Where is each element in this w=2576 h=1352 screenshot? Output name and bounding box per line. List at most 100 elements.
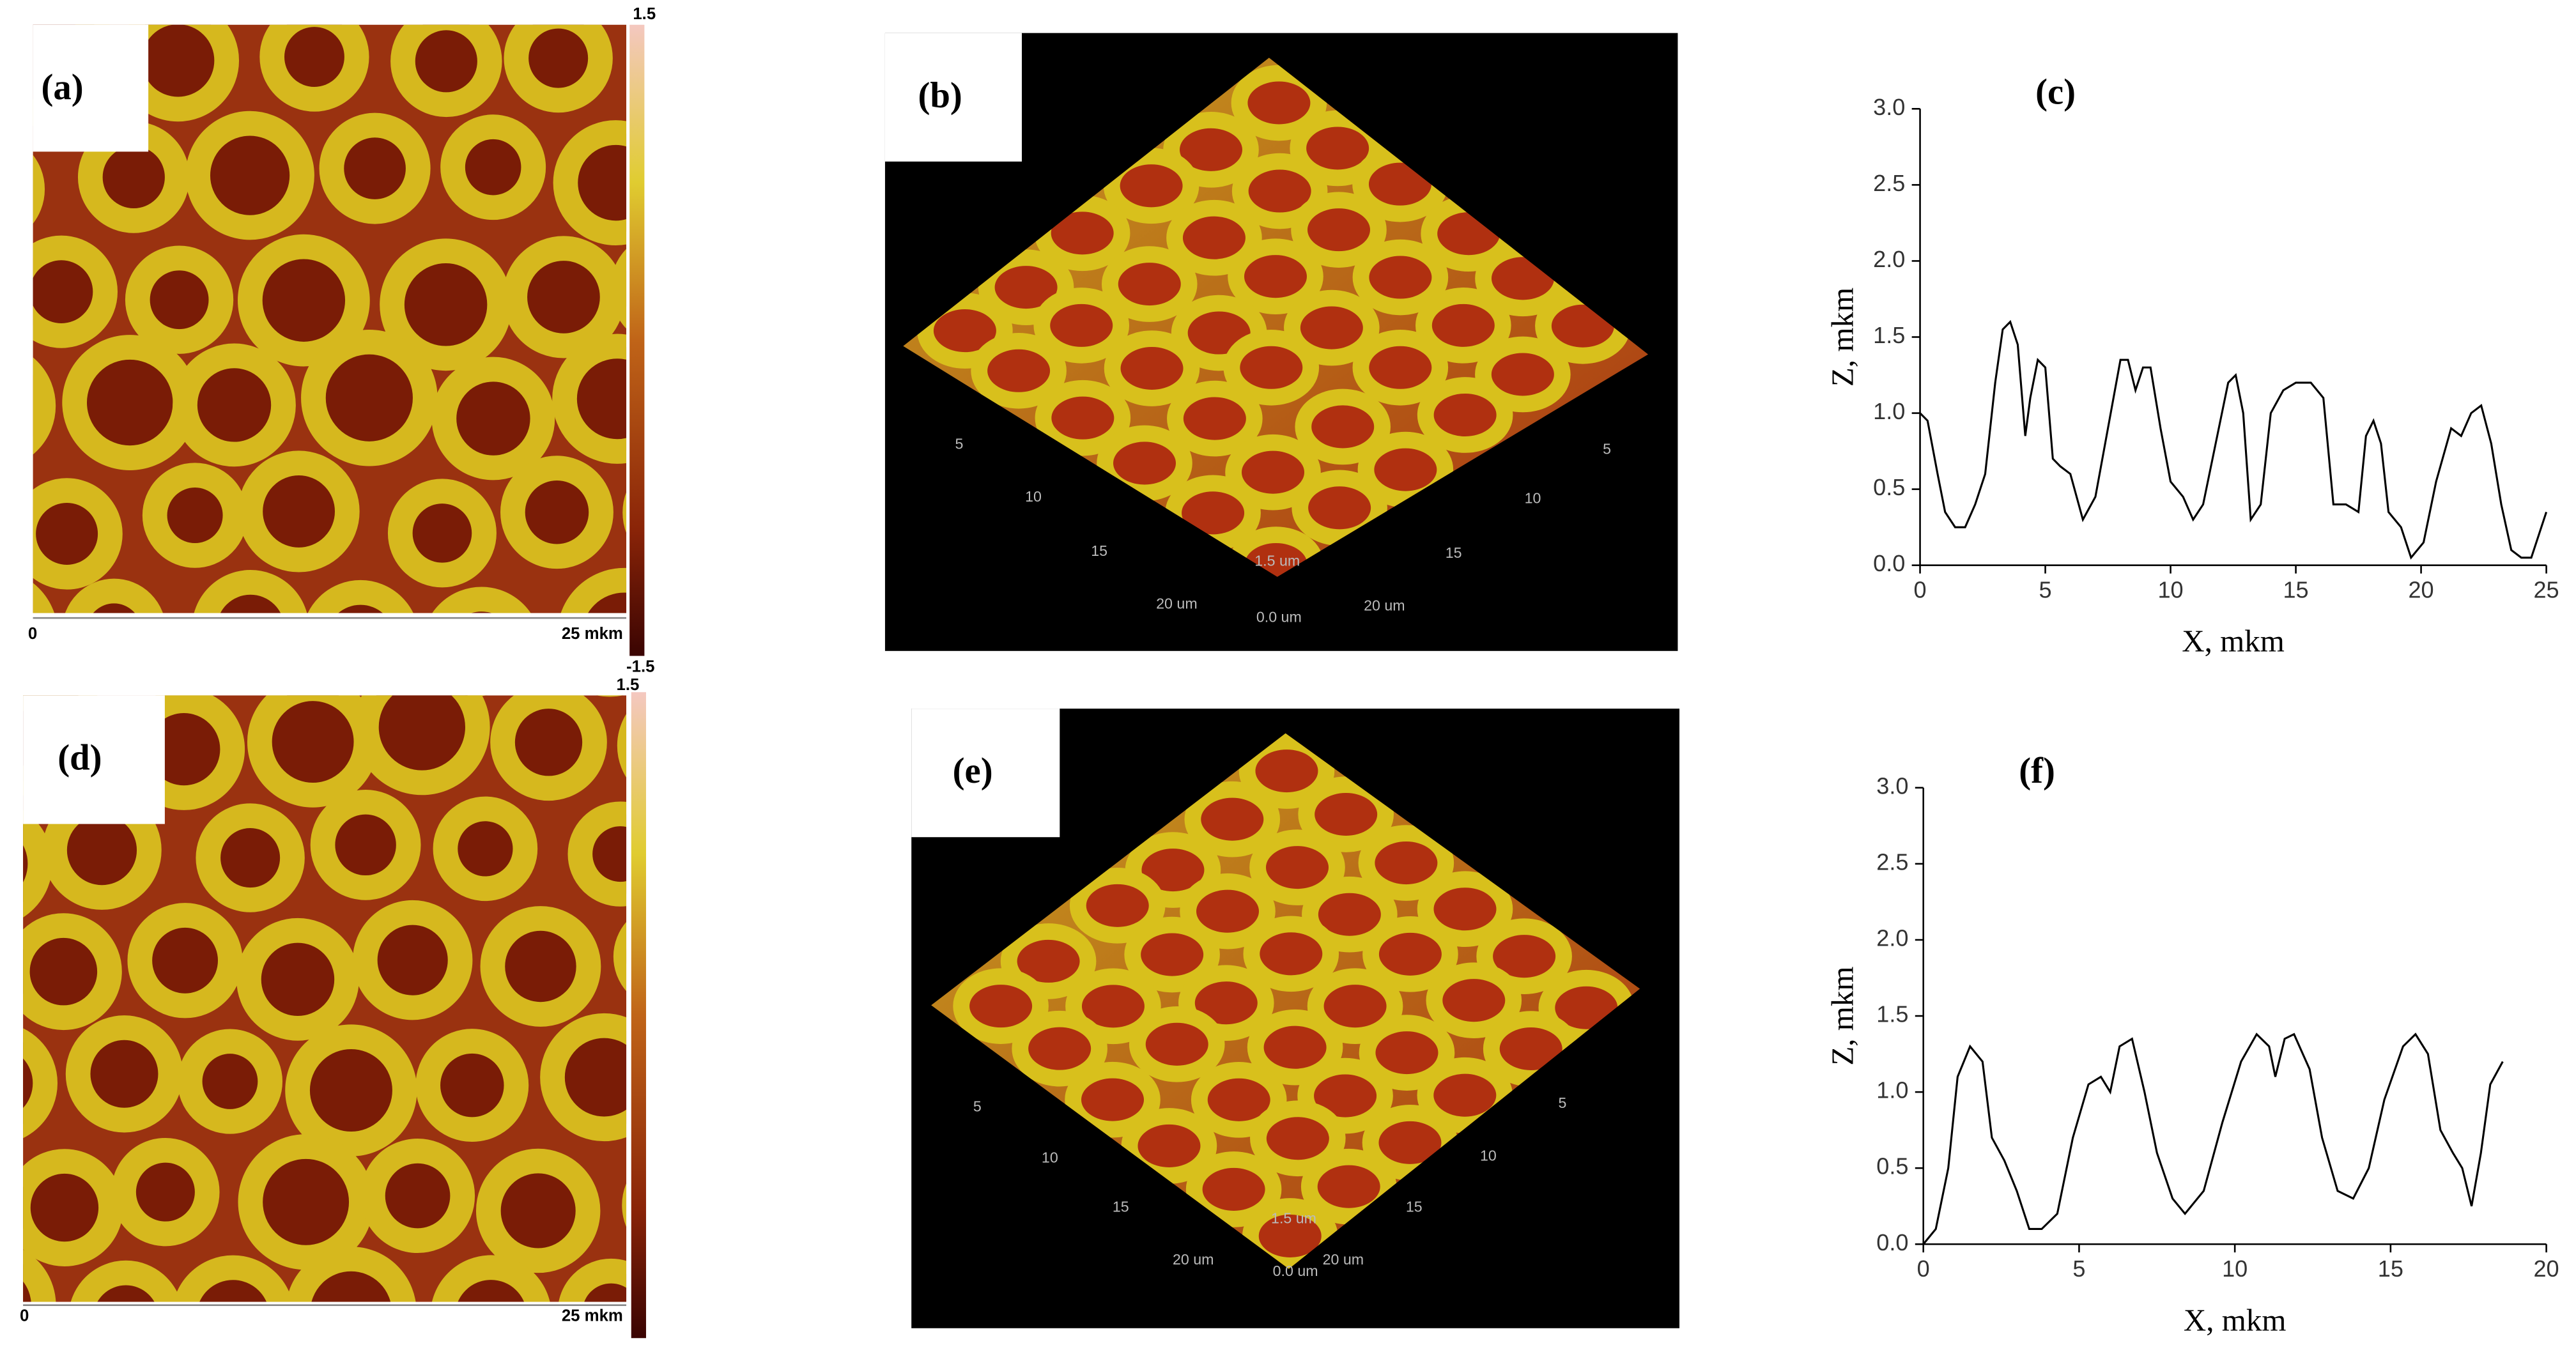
cell-ring <box>1415 288 1511 364</box>
cell-ring <box>1069 868 1166 944</box>
axis-3d-label: 5 <box>1603 440 1611 457</box>
cell-ring <box>1104 330 1200 406</box>
cell-ring <box>177 1029 283 1134</box>
cell-ring <box>1065 968 1161 1045</box>
cell-ring <box>238 234 370 367</box>
cell-ring <box>65 578 163 613</box>
cell-ring <box>125 245 234 354</box>
cell-ring <box>194 570 307 613</box>
profile-line <box>1919 319 2548 560</box>
cell-ring <box>33 235 118 348</box>
cell-ring <box>610 249 627 328</box>
cell-ring <box>1291 192 1387 268</box>
cell-ring <box>622 492 627 534</box>
cell-ring <box>238 450 360 572</box>
y-tick-label: 2.5 <box>1873 170 1905 196</box>
cell-ring <box>360 1139 475 1254</box>
cell-ring <box>127 903 243 1018</box>
y-tick-label: 1.0 <box>1873 398 1905 424</box>
x-tick-label: 5 <box>2039 576 2052 603</box>
axis-3d-label: 15 <box>1113 1199 1129 1215</box>
axis-3d-label: 10 <box>1480 1148 1497 1164</box>
cell-ring <box>33 155 45 224</box>
axis-3d-label: 5 <box>955 436 964 452</box>
cell-ring <box>1228 238 1323 315</box>
cell-ring <box>0 569 24 654</box>
cell-ring <box>286 1247 416 1302</box>
cell-ring <box>1250 1100 1346 1177</box>
x-axis-label: X, mkm <box>2182 624 2285 659</box>
cell-ring <box>1243 916 1339 992</box>
cell-ring <box>33 583 55 613</box>
chart-title: (c) <box>2035 72 2076 112</box>
panel-label: (e) <box>953 751 993 791</box>
colorbar <box>629 24 645 656</box>
cell-ring <box>65 0 164 6</box>
y-tick-label: 3.0 <box>1876 772 1908 799</box>
cell-ring <box>552 334 627 464</box>
profile-line <box>1922 1033 2504 1245</box>
y-axis-label: Z, mkm <box>1825 966 1860 1065</box>
cell-ring <box>1231 153 1328 229</box>
cell-ring <box>310 789 421 900</box>
cell-ring <box>1185 1151 1282 1227</box>
x-tick-label: 20 <box>2408 576 2433 603</box>
cell-ring <box>622 1183 627 1227</box>
cell-ring <box>1242 1198 1338 1269</box>
x-axis-label: X, mkm <box>2184 1302 2287 1337</box>
label-box <box>23 695 165 824</box>
cell-ring <box>1223 329 1320 406</box>
cell-ring <box>1129 1006 1225 1082</box>
y-tick-label: 3.0 <box>1873 94 1905 120</box>
y-tick-label: 0.5 <box>1876 1153 1908 1179</box>
axis-3d-label: 5 <box>973 1098 982 1114</box>
cell-ring <box>1191 1061 1287 1138</box>
cell-ring <box>301 329 438 466</box>
colorbar-label: 1.5 <box>633 5 656 23</box>
cell-ring <box>553 120 627 245</box>
y-tick-label: 0.0 <box>1876 1229 1908 1256</box>
cell-ring <box>1359 1015 1455 1091</box>
cell-ring <box>971 332 1067 409</box>
panel-label: (d) <box>58 738 102 778</box>
cell-ring <box>285 1024 417 1156</box>
axis-3d-label: 10 <box>1525 490 1541 507</box>
cell-ring <box>1166 199 1262 276</box>
cell-ring <box>1065 1061 1161 1138</box>
cell-ring <box>431 1255 550 1302</box>
cell-ring <box>953 968 1049 1044</box>
cell-ring <box>679 795 780 896</box>
cell-ring <box>238 1134 374 1270</box>
cell-ring <box>1035 380 1131 456</box>
cell-ring <box>432 587 531 613</box>
axis-3d-label: 20 um <box>1323 1251 1364 1268</box>
cell-ring <box>1103 148 1199 224</box>
cell-ring <box>307 580 413 613</box>
cell-ring <box>613 922 627 991</box>
cell-ring <box>319 112 431 224</box>
cell-ring <box>502 236 625 358</box>
cell-ring <box>1249 829 1345 905</box>
cell-ring <box>196 803 305 912</box>
axis-3d-label: 10 <box>1042 1149 1058 1165</box>
axis-3d-label: 20 um <box>1364 597 1405 613</box>
cell-ring <box>1358 825 1454 901</box>
axis-3d-label: 15 <box>1406 1199 1423 1215</box>
label-box <box>33 24 149 152</box>
cell-ring <box>1163 111 1259 188</box>
cell-group <box>953 733 1635 1269</box>
y-tick-label: 2.0 <box>1876 925 1908 951</box>
cell-ring <box>1033 288 1130 364</box>
cell-ring <box>173 1255 293 1302</box>
cell-ring <box>380 238 513 371</box>
afm-images <box>0 0 1680 1352</box>
cell-ring <box>111 1137 220 1247</box>
cell-ring <box>23 1149 123 1266</box>
cell-ring <box>1284 289 1380 366</box>
axis-3d-label: 5 <box>1558 1095 1566 1111</box>
cell-ring <box>668 1257 777 1352</box>
cell-ring <box>1292 470 1387 546</box>
cell-ring <box>431 357 555 480</box>
cell-ring <box>387 479 497 588</box>
